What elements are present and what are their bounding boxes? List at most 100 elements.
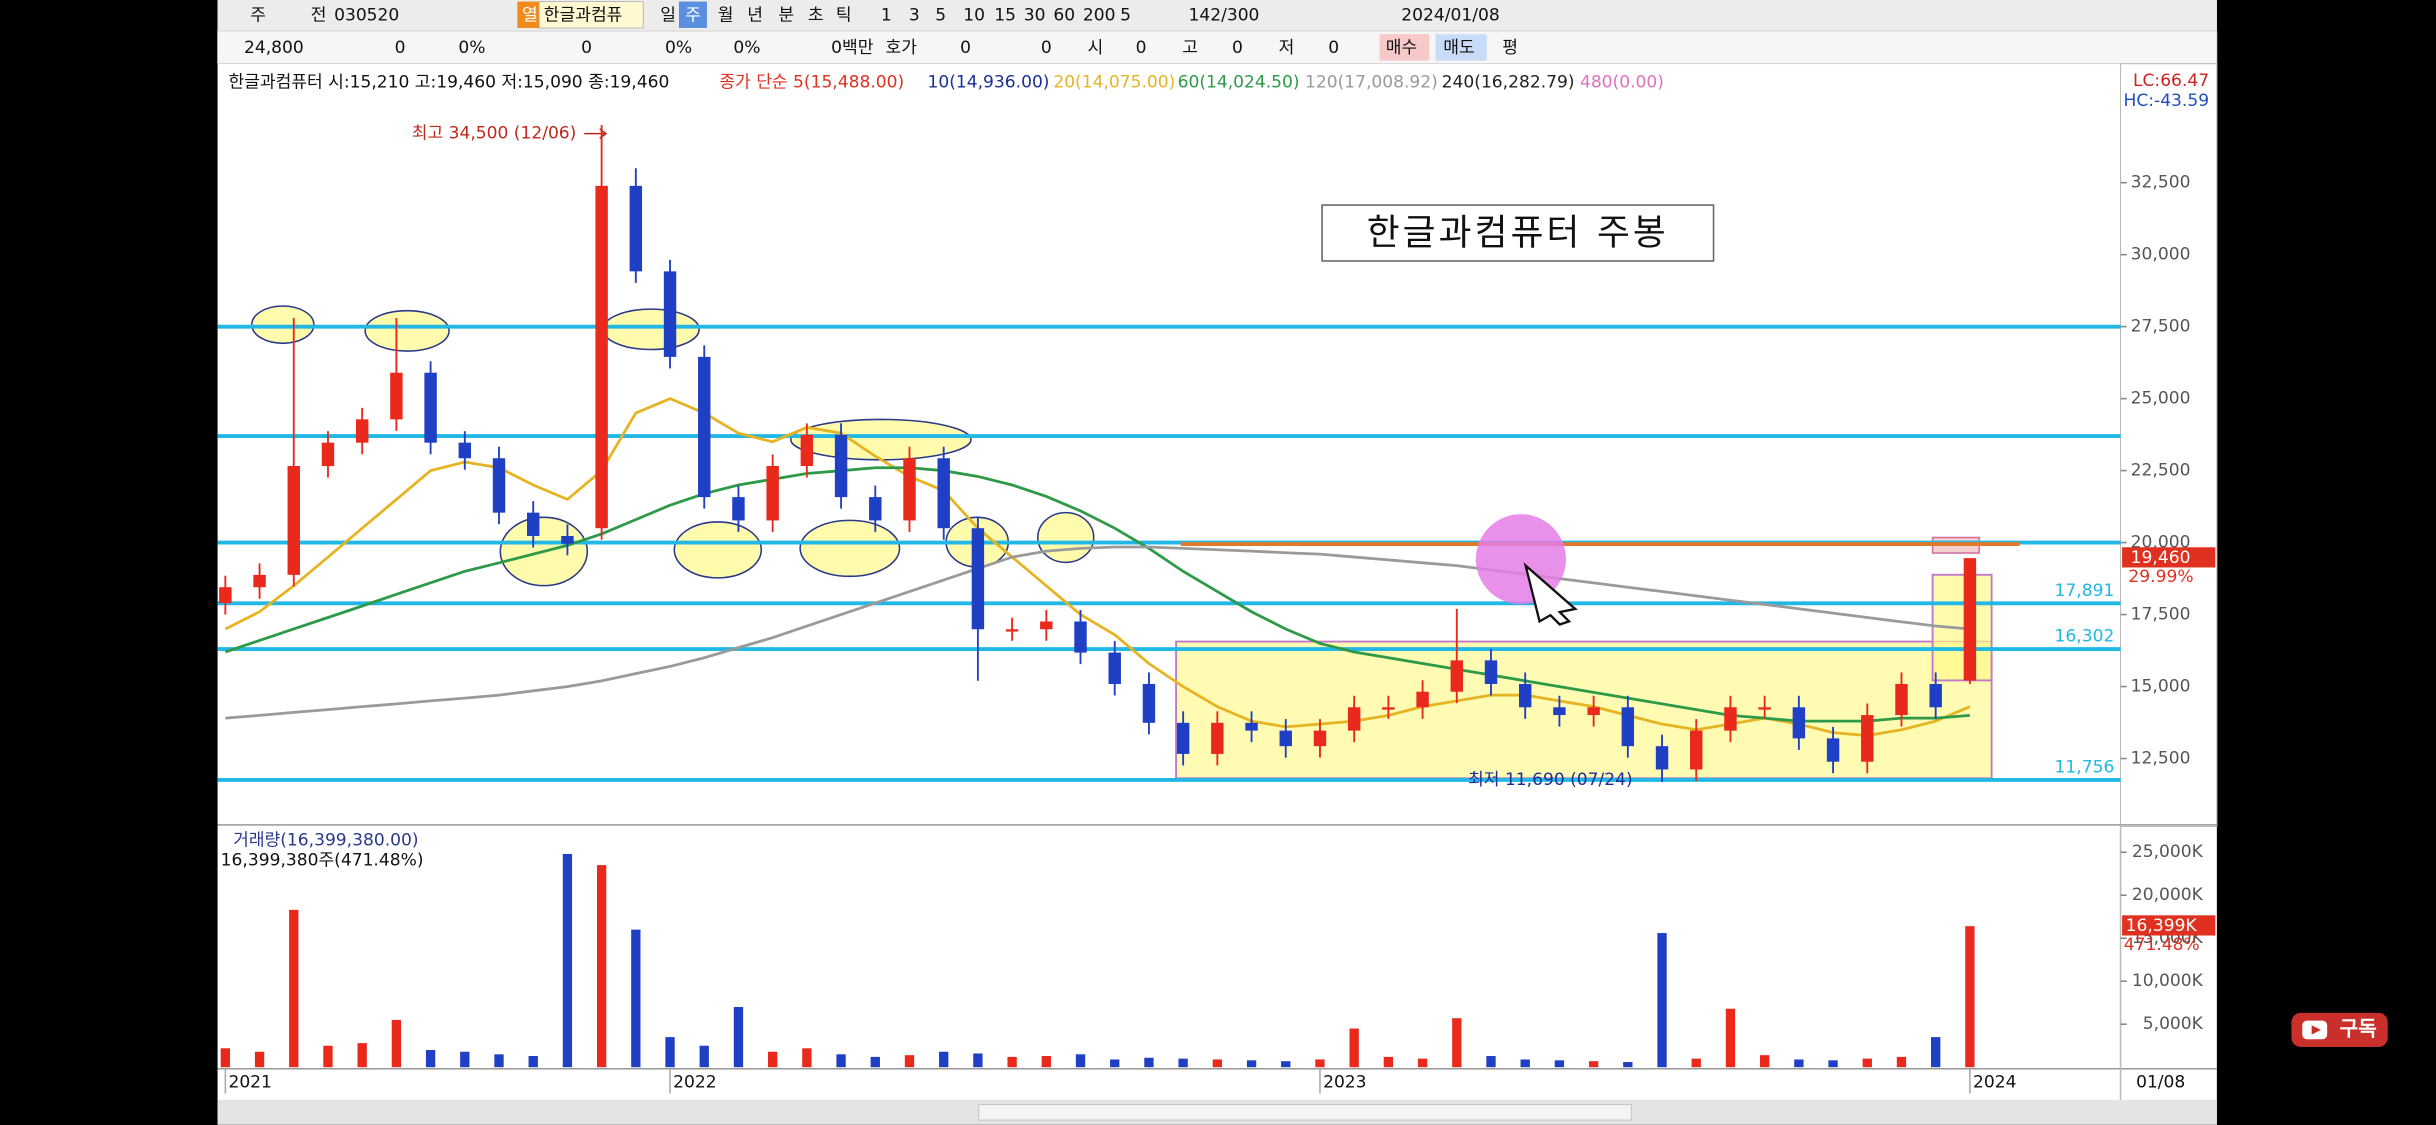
volume-bar [1144,1057,1154,1068]
weekly-button[interactable] [678,1,707,28]
volume-tick-label: 5,000K [2143,1014,2204,1034]
volume-bar [904,1055,915,1068]
toolbar-item[interactable]: 60 [1053,6,1075,26]
y-tick-label: 15,000 [2131,677,2191,697]
toolbar-item[interactable]: 주 [250,6,266,26]
legend-entry: 20(14,075.00) [1053,72,1175,92]
highlight-ellipse [799,519,901,578]
volume-bar [357,1043,367,1068]
legend-entry: 종가 단순 5(15,488.00) [719,72,904,92]
y-tick-label: 22,500 [2131,461,2191,481]
toolbar-field: 고 [1182,38,1198,58]
toolbar-item[interactable]: 2024/01/08 [1401,6,1499,26]
volume-tick-label: 20,000K [2132,885,2204,905]
candle-body [1690,730,1703,770]
toolbar-field: 평 [1502,38,1518,58]
toolbar-item[interactable]: 년 [747,6,763,26]
volume-bar [1623,1062,1633,1068]
candle-body [1211,722,1224,754]
toolbar-highlight [517,1,540,28]
toolbar-item[interactable]: 030520 [334,6,399,26]
toolbar-item[interactable]: 틱 [836,6,852,26]
highlight-ellipse [250,305,315,345]
toolbar-field: 0 [960,38,971,58]
candle-body [390,372,403,420]
y-tick-label: 12,500 [2131,749,2191,769]
toolbar-item[interactable]: 분 [778,6,794,26]
y-tick-label: 25,000 [2131,389,2191,409]
candle-body [355,419,369,443]
volume-bar [1896,1056,1907,1068]
toolbar-item[interactable]: 전 [311,6,327,26]
scroll-thumb[interactable] [978,1104,1632,1121]
toolbar-item[interactable]: 1 [881,6,892,26]
toolbar-item[interactable]: 200 [1083,6,1116,26]
volume-bar [1212,1059,1223,1068]
x-end-label: 01/08 [2136,1073,2185,1093]
candle-body [1040,621,1053,630]
y-tick-label: 30,000 [2131,245,2191,265]
volume-bar [1931,1037,1941,1068]
candle-body [1587,707,1600,716]
volume-change-label: 471.48% [2124,935,2200,955]
volume-last-label: 16,399K [2126,916,2198,936]
candle-body [1279,730,1292,747]
subscribe-label[interactable]: 구독 [2340,1016,2377,1040]
volume-bar [836,1054,846,1068]
candle-body [732,497,745,521]
candle-body [526,512,540,536]
volume-last-tag [2122,915,2216,936]
stock-legend: 한글과컴퓨터 시:15,210 고:19,460 저:15,090 종:19,4… [228,72,669,92]
toolbar-item[interactable]: 30 [1024,6,1046,26]
candle-body [1758,707,1771,710]
highlight-ellipse [1037,511,1095,564]
highlight-ellipse [673,521,763,579]
moving-average [224,397,1971,737]
toolbar-item[interactable]: 초 [808,6,824,26]
legend-entry: 120(17,008.92) [1305,72,1438,92]
candle-body [1518,683,1532,708]
candle-body [1621,707,1635,747]
toolbar-item[interactable]: 5 [935,6,946,26]
toolbar-item[interactable]: 3 [909,6,920,26]
high-arrow [584,128,608,139]
toolbar-item[interactable]: 월 [718,6,734,26]
toolbar-item[interactable]: 열 [522,6,538,26]
candle-body [1484,660,1498,684]
toolbar-field: 매도 [1443,38,1474,58]
volume-bar [494,1054,504,1068]
candle-body [1347,707,1361,731]
toolbar-item[interactable]: 5 [1120,6,1131,26]
buy-button[interactable] [1379,34,1430,61]
y-tick-label: 32,500 [2131,173,2191,193]
volume-bar [289,909,299,1068]
candle-body [1074,621,1087,653]
volume-bar [1349,1028,1359,1068]
toolbar-item[interactable]: 일 [660,6,676,26]
horizontal-line-label: 17,891 [2055,581,2115,601]
toolbar-field: 0 [1232,38,1243,58]
candle-body [253,574,266,588]
candle-body [1826,738,1840,762]
toolbar-item[interactable]: 15 [994,6,1016,26]
sell-button[interactable] [1435,34,1487,61]
toolbar-item[interactable]: 142/300 [1188,6,1259,26]
cursor [1523,562,1578,626]
volume-bar [1486,1056,1496,1068]
volume-bar [1862,1058,1872,1068]
toolbar-item[interactable]: 주 [685,6,701,26]
stock-name-field[interactable] [538,1,644,29]
volume-bar [528,1056,538,1068]
range-box [1175,640,1993,780]
toolbar-row2 [217,30,2218,65]
toolbar-item[interactable]: 한글과컴퓨 [544,6,623,26]
candle-body [834,434,848,498]
toolbar-item[interactable]: 10 [963,6,985,26]
candle-body [1416,691,1429,708]
candle-body [561,535,574,544]
candle-body [1245,722,1258,731]
volume-bar [1520,1059,1530,1068]
last-price-label: 19,460 [2131,548,2191,568]
candle-body [1553,707,1566,716]
